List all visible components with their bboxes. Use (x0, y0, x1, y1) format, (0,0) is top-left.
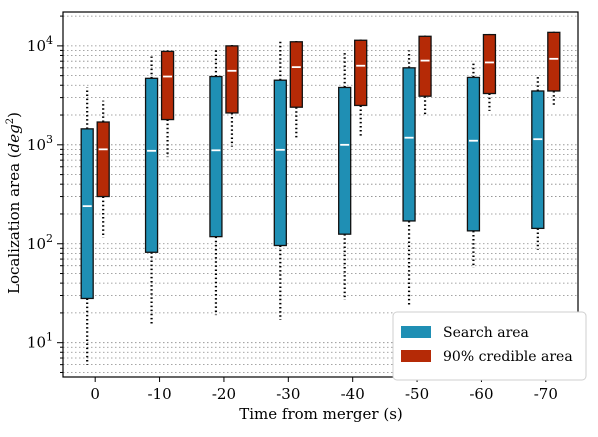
y-tick-label-base: 10 (27, 235, 46, 253)
x-tick-label: -60 (469, 385, 493, 403)
legend-label-credible-area: 90% credible area (443, 349, 573, 365)
legend-frame (392, 311, 587, 381)
y-tick-label-base: 10 (27, 136, 46, 154)
box (289, 41, 303, 108)
x-tick-label: -50 (405, 385, 429, 403)
y-tick-label: 104 (27, 34, 53, 55)
y-tick-label-base: 10 (27, 37, 46, 55)
legend: Search area 90% credible area (392, 311, 587, 381)
box (225, 45, 239, 114)
box (80, 128, 94, 300)
whiskers (86, 31, 555, 365)
x-tick-label: -20 (212, 385, 236, 403)
box (273, 79, 287, 247)
x-axis-title: Time from merger (s) (239, 405, 403, 423)
box (482, 33, 497, 95)
y-tick-label-exponent: 2 (46, 232, 53, 245)
x-tick-label: -70 (534, 385, 558, 403)
legend-swatch-credible-area (401, 350, 431, 362)
x-tick-label: 0 (90, 385, 100, 403)
plot-frame (62, 11, 579, 378)
y-tick-label-base: 10 (27, 334, 46, 352)
x-tick-label: -10 (147, 385, 171, 403)
box (466, 76, 481, 232)
y-axis-title-base: Localization area ( (5, 152, 23, 294)
y-tick-label-exponent: 4 (46, 34, 53, 47)
y-tick-label: 101 (27, 331, 53, 352)
x-tick-label: -30 (276, 385, 300, 403)
y-tick-label-exponent: 3 (46, 133, 53, 146)
box (338, 86, 352, 235)
box (144, 77, 159, 253)
box (402, 67, 416, 222)
box (160, 50, 175, 121)
y-tick-label: 102 (27, 232, 53, 253)
x-tick-label: -40 (341, 385, 365, 403)
legend-swatch-search-area (401, 326, 431, 338)
box (209, 75, 223, 238)
legend-label-search-area: Search area (443, 325, 529, 341)
y-axis-title-unit-exp: 2 (5, 118, 16, 124)
box (531, 90, 545, 230)
box (354, 39, 368, 107)
y-axis-title-unit: deg (5, 124, 23, 152)
boxes (80, 31, 561, 300)
box (96, 121, 110, 198)
y-tick-label: 103 (27, 133, 53, 154)
y-tick-label-exponent: 1 (46, 331, 53, 344)
box (547, 31, 561, 92)
y-axis-title: Localization area (deg2) (5, 112, 23, 294)
y-axis-title-close: ) (5, 112, 23, 118)
box (418, 35, 432, 97)
